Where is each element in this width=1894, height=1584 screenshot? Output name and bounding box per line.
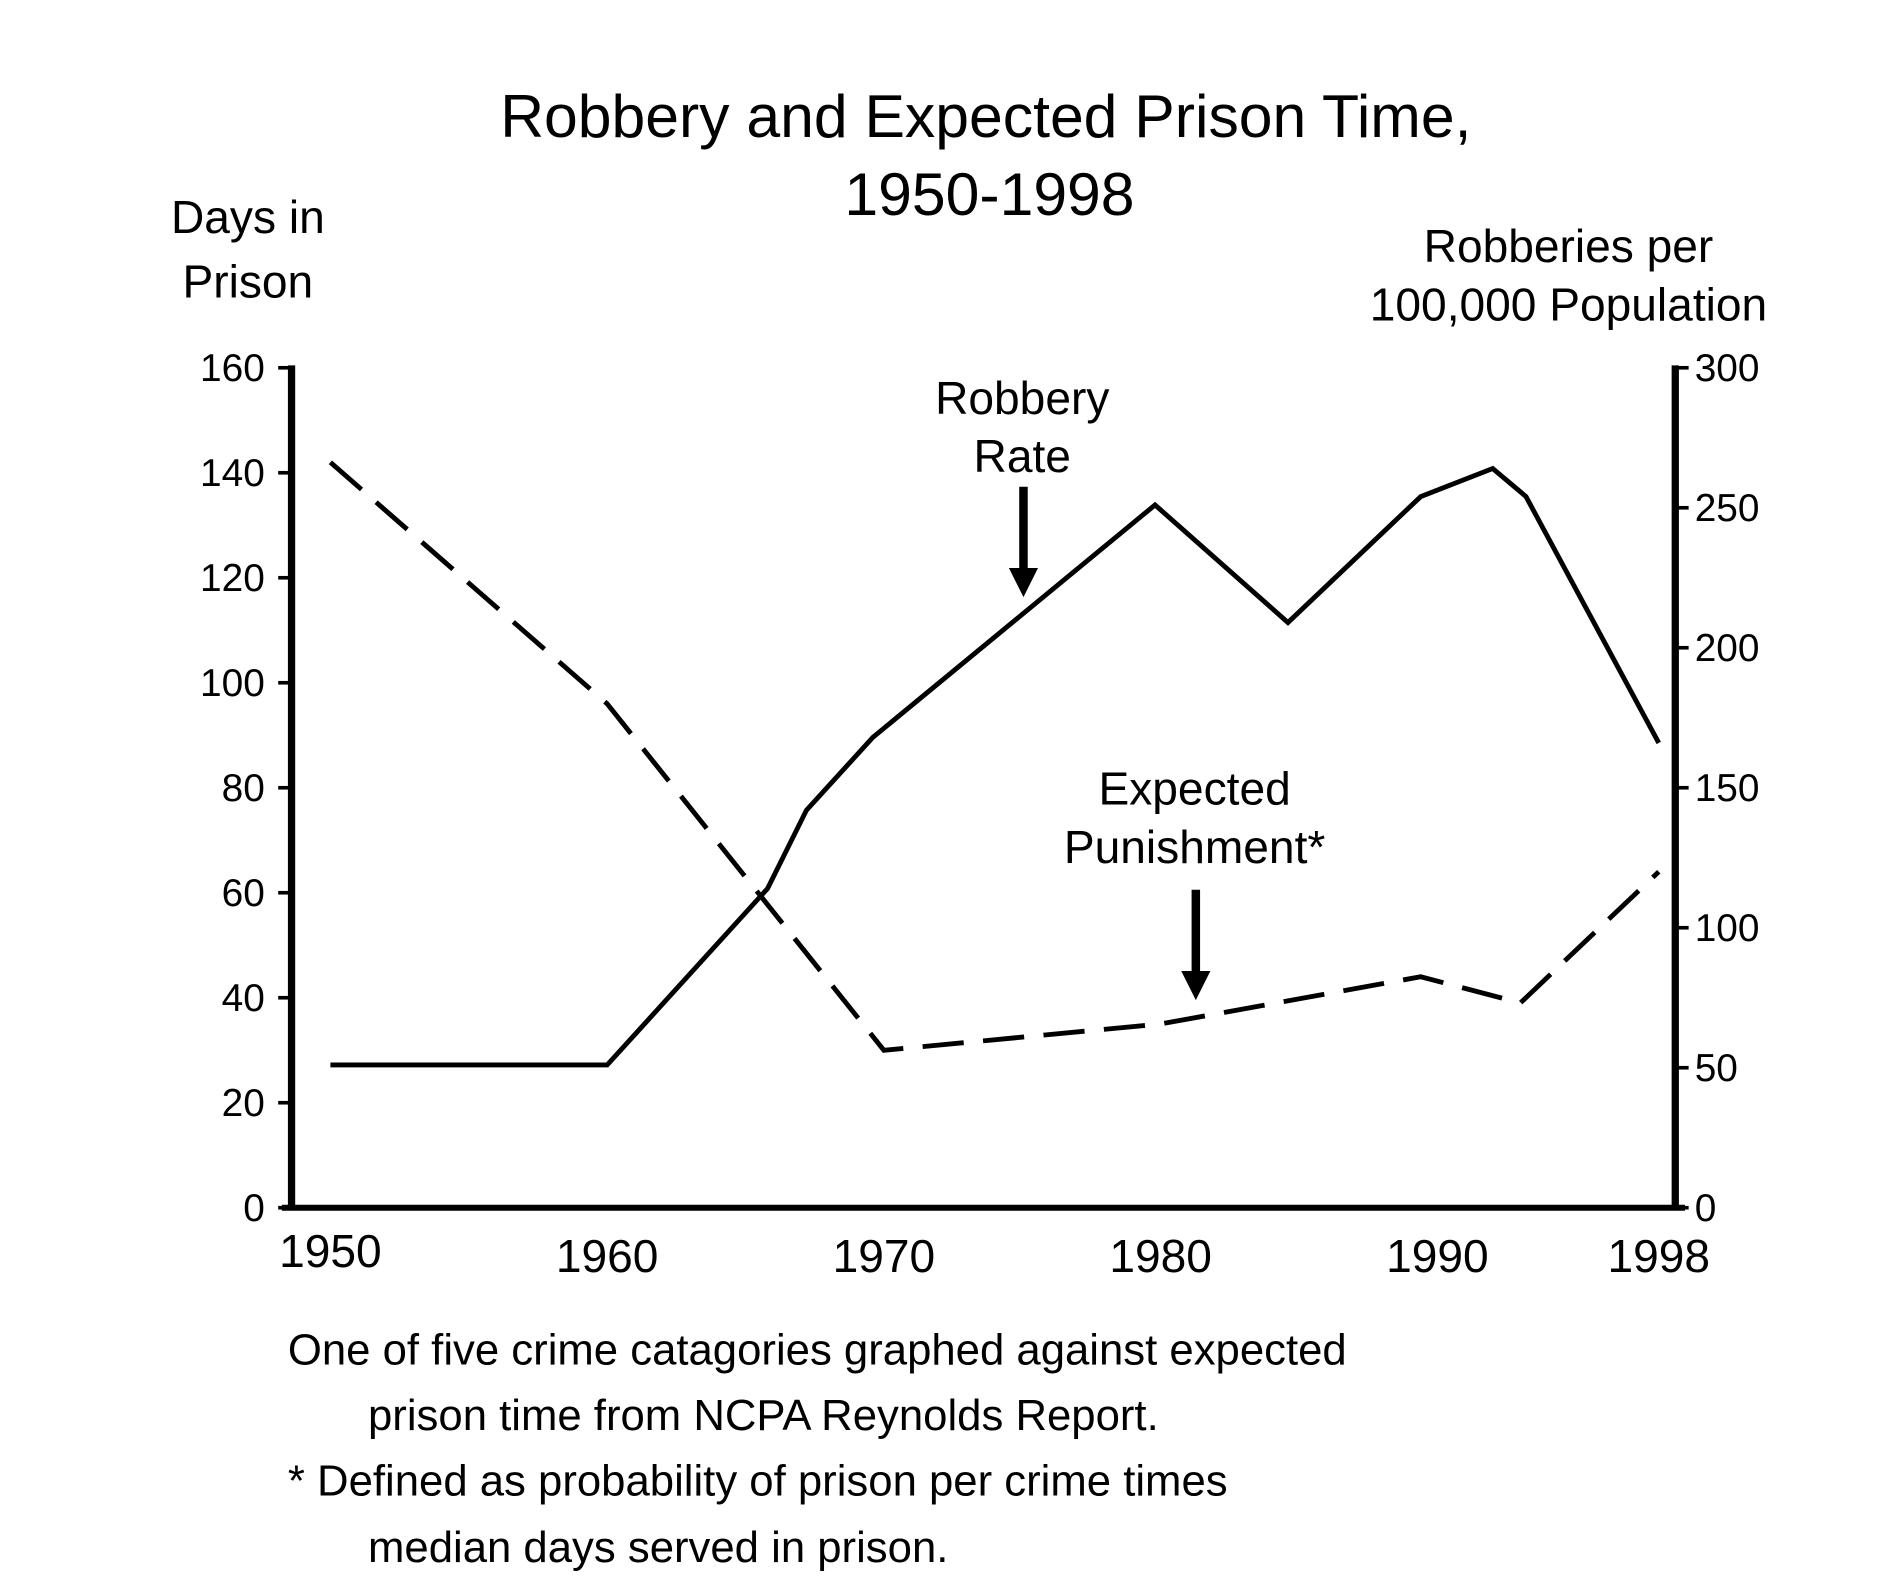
chart-title: Robbery and Expected Prison Time,	[500, 82, 1471, 150]
right-axis-label-2: 100,000 Population	[1370, 278, 1767, 330]
left-tick-label: 120	[200, 557, 265, 600]
right-axis-label-1: Robberies per	[1424, 220, 1714, 272]
right-tick-label: 0	[1695, 1187, 1717, 1230]
x-tick-label: 1960	[556, 1230, 659, 1282]
robbery-rate-label-2: Rate	[974, 430, 1071, 482]
right-tick-label: 50	[1695, 1047, 1738, 1090]
right-tick-label: 100	[1695, 907, 1760, 950]
note-line-3: * Defined as probability of prison per c…	[288, 1456, 1228, 1505]
note-line-2: prison time from NCPA Reynolds Report.	[368, 1391, 1159, 1440]
right-tick-label: 200	[1695, 627, 1760, 670]
expected-punishment-line	[328, 460, 1661, 1053]
x-tick-label: 1980	[1109, 1230, 1212, 1282]
expected-punishment-label-1: Expected	[1098, 763, 1290, 815]
left-axis-label-1: Days in	[171, 191, 325, 243]
chart-title-line2: 1950-1998	[844, 160, 1134, 228]
left-tick-label: 60	[222, 872, 265, 915]
left-tick-label: 40	[222, 977, 265, 1020]
expected-punishment-arrow-icon	[1181, 889, 1211, 1001]
left-axis-label-2: Prison	[183, 255, 314, 307]
robbery-rate-line	[330, 465, 1661, 1068]
left-tick-label: 100	[200, 662, 265, 705]
x-tick-label: 1970	[833, 1230, 936, 1282]
note-line-4: median days served in prison.	[368, 1523, 948, 1572]
left-tick-label: 160	[200, 347, 265, 390]
robbery-rate-arrow-icon	[1008, 486, 1039, 598]
left-tick-label: 140	[200, 452, 265, 495]
right-tick-label: 150	[1695, 767, 1760, 810]
robbery-rate-label-1: Robbery	[935, 372, 1109, 424]
x-tick-label: 1950	[279, 1225, 382, 1277]
expected-punishment-label-2: Punishment*	[1064, 821, 1325, 873]
note-line-1: One of five crime catagories graphed aga…	[288, 1325, 1347, 1374]
x-tick-label: 1998	[1607, 1230, 1710, 1282]
left-tick-label: 80	[222, 767, 265, 810]
right-tick-label: 250	[1695, 487, 1760, 530]
left-tick-label: 0	[243, 1187, 265, 1230]
right-tick-label: 300	[1695, 347, 1760, 390]
x-tick-label: 1990	[1386, 1230, 1489, 1282]
left-tick-label: 20	[222, 1082, 265, 1125]
